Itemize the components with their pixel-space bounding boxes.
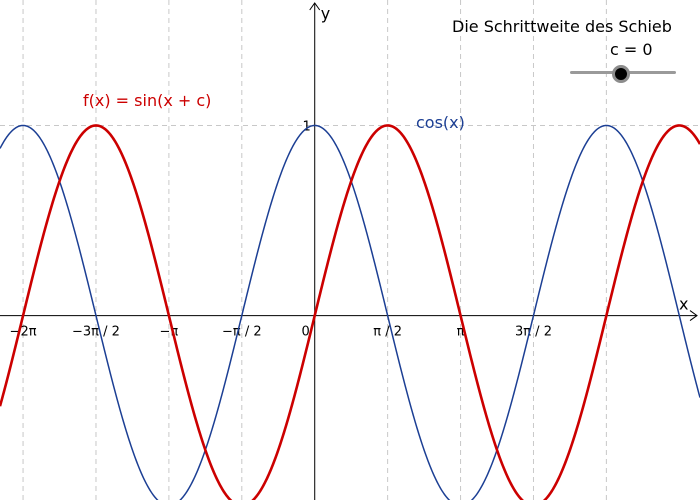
- x-tick-label-0: −2π: [10, 325, 37, 340]
- series-line-sin[interactable]: [0, 124, 700, 500]
- slider-caption: Die Schrittweite des Schieb: [452, 17, 672, 36]
- y-axis-arrow-icon: [309, 2, 321, 11]
- x-tick-label-3: −π / 2: [222, 325, 262, 340]
- slider-knob[interactable]: [612, 65, 630, 83]
- y-axis-label: y: [321, 4, 330, 23]
- x-tick-label-2: −π: [160, 325, 179, 340]
- y-tick-label-0: 1: [302, 119, 310, 134]
- x-tick-label-4: 0: [301, 325, 309, 340]
- tick-labels: −2π −3π / 2 −π −π / 2 0 π / 2 π 3π / 2 1: [10, 119, 552, 339]
- slider-value-readout: c = 0: [610, 40, 653, 59]
- x-axis-arrow-icon: [689, 310, 698, 321]
- x-axis-label: x: [679, 295, 688, 314]
- curves: [0, 124, 700, 500]
- x-tick-label-1: −3π / 2: [72, 325, 120, 340]
- series-line-cos[interactable]: [0, 124, 700, 500]
- slider-panel: Die Schrittweite des Schieb c = 0: [440, 12, 700, 92]
- x-tick-label-6: π: [457, 325, 465, 340]
- slider-variable-name: c: [610, 40, 619, 59]
- series-label-cos[interactable]: cos(x): [416, 113, 465, 132]
- slider-equals-sign: =: [618, 40, 643, 59]
- slider-value: 0: [642, 40, 653, 59]
- x-tick-label-7: 3π / 2: [515, 325, 552, 340]
- x-tick-label-5: π / 2: [373, 325, 402, 340]
- series-label-sin[interactable]: f(x) = sin(x + c): [83, 91, 211, 110]
- curve-labels: f(x) = sin(x + c) cos(x): [83, 91, 465, 132]
